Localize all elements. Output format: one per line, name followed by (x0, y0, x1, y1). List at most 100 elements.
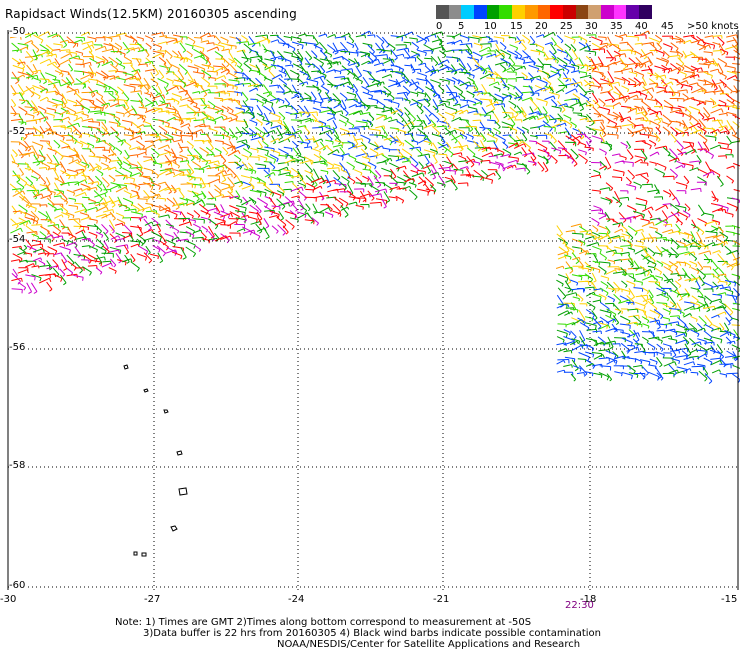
wind-barb-flag (14, 189, 18, 193)
wind-barb (116, 156, 123, 164)
wind-barb (235, 126, 243, 136)
wind-barb-flag (592, 90, 594, 94)
wind-barb-flag (567, 289, 572, 293)
wind-barb-flag (303, 158, 306, 161)
wind-barb (61, 79, 70, 86)
wind-barb (222, 173, 232, 177)
wind-barb (173, 118, 182, 121)
wind-barb-flag (226, 63, 230, 68)
wind-barb (408, 189, 418, 198)
wind-barb (185, 43, 194, 47)
wind-barb-flag (592, 81, 595, 85)
wind-barb (319, 77, 325, 85)
wind-barb (452, 163, 459, 170)
wind-barb (214, 43, 225, 48)
wind-barb (185, 202, 194, 206)
wind-barb-flag (54, 164, 57, 169)
wind-barb (193, 105, 201, 110)
wind-barb (368, 113, 375, 120)
wind-barb (32, 91, 41, 97)
wind-barb (403, 48, 411, 58)
wind-barb-flag (553, 51, 557, 55)
wind-barb (80, 31, 89, 37)
wind-barb-flag (126, 50, 130, 54)
wind-barb (375, 115, 385, 120)
wind-barb-flag (177, 165, 181, 169)
wind-barb (109, 211, 116, 219)
wind-barb-flag (69, 53, 73, 58)
wind-barb-flag (32, 220, 35, 224)
wind-barb (143, 189, 151, 198)
wind-barb (95, 163, 102, 169)
wind-barb (52, 273, 63, 279)
wind-barb-flag (539, 75, 542, 80)
wind-barb (74, 154, 82, 161)
wind-barb (185, 246, 196, 254)
wind-barb-flag (172, 203, 175, 207)
wind-barb (115, 186, 127, 193)
wind-barb-flag (176, 111, 179, 115)
wind-barb (17, 61, 25, 65)
wind-barb-flag (119, 151, 123, 155)
wind-barb-flag (381, 41, 385, 45)
wind-barb (221, 79, 229, 86)
wind-barb (86, 186, 97, 191)
wind-barb-flag (210, 147, 214, 151)
wind-barb-flag (79, 270, 83, 274)
wind-barb (59, 39, 69, 43)
wind-barb (178, 78, 187, 86)
wind-barb-flag (416, 142, 419, 145)
wind-barb-flag (60, 278, 63, 282)
wind-barb (138, 206, 151, 212)
wind-barb-flag (32, 115, 35, 119)
wind-barb-flag (279, 195, 282, 199)
wind-barb-flag (177, 236, 180, 240)
wind-barb-flag (174, 128, 177, 134)
wind-barb-flag (598, 269, 601, 273)
wind-barb (68, 63, 74, 70)
wind-barb-flag (24, 213, 27, 217)
wind-barb (529, 35, 536, 43)
wind-barb-flag (31, 40, 34, 44)
wind-barb (262, 226, 270, 238)
wind-barb-flag (606, 292, 609, 296)
wind-barb-flag (354, 158, 357, 162)
wind-barb-flag (488, 46, 492, 51)
wind-barb-flag (608, 109, 611, 114)
wind-barb-flag (251, 170, 253, 175)
wind-barb (45, 211, 52, 221)
wind-barb-flag (246, 157, 249, 160)
wind-barb-flag (460, 91, 464, 96)
wind-barb-flag (324, 75, 327, 79)
wind-barb-flag (566, 303, 570, 308)
wind-barb (129, 154, 138, 157)
wind-barb-flag (224, 170, 227, 175)
wind-barb (523, 61, 534, 64)
wind-barb-flag (270, 91, 273, 95)
wind-barb (186, 163, 195, 173)
wind-barb (312, 126, 323, 129)
wind-barb (458, 160, 468, 163)
wind-barb (269, 98, 279, 102)
wind-barb (229, 134, 238, 138)
wind-barb-flag (545, 101, 548, 106)
wind-barb-flag (587, 117, 589, 121)
wind-barb (157, 252, 164, 262)
wind-barb-flag (212, 105, 216, 109)
wind-barb (432, 142, 438, 151)
wind-barb (467, 147, 476, 155)
wind-barb-flag (422, 172, 425, 177)
wind-barb-flag (15, 80, 19, 85)
wind-barb (100, 162, 109, 167)
wind-barb (556, 359, 564, 365)
wind-barb-flag (278, 116, 281, 121)
wind-barb-flag (609, 58, 614, 62)
wind-barb (82, 266, 92, 273)
wind-barb (54, 177, 64, 184)
wind-barb (262, 99, 274, 104)
wind-barb-flag (566, 103, 568, 107)
wind-barb (124, 254, 130, 262)
wind-barb (220, 97, 232, 101)
wind-barb-flag (245, 39, 248, 42)
wind-barb-flag (430, 143, 433, 147)
